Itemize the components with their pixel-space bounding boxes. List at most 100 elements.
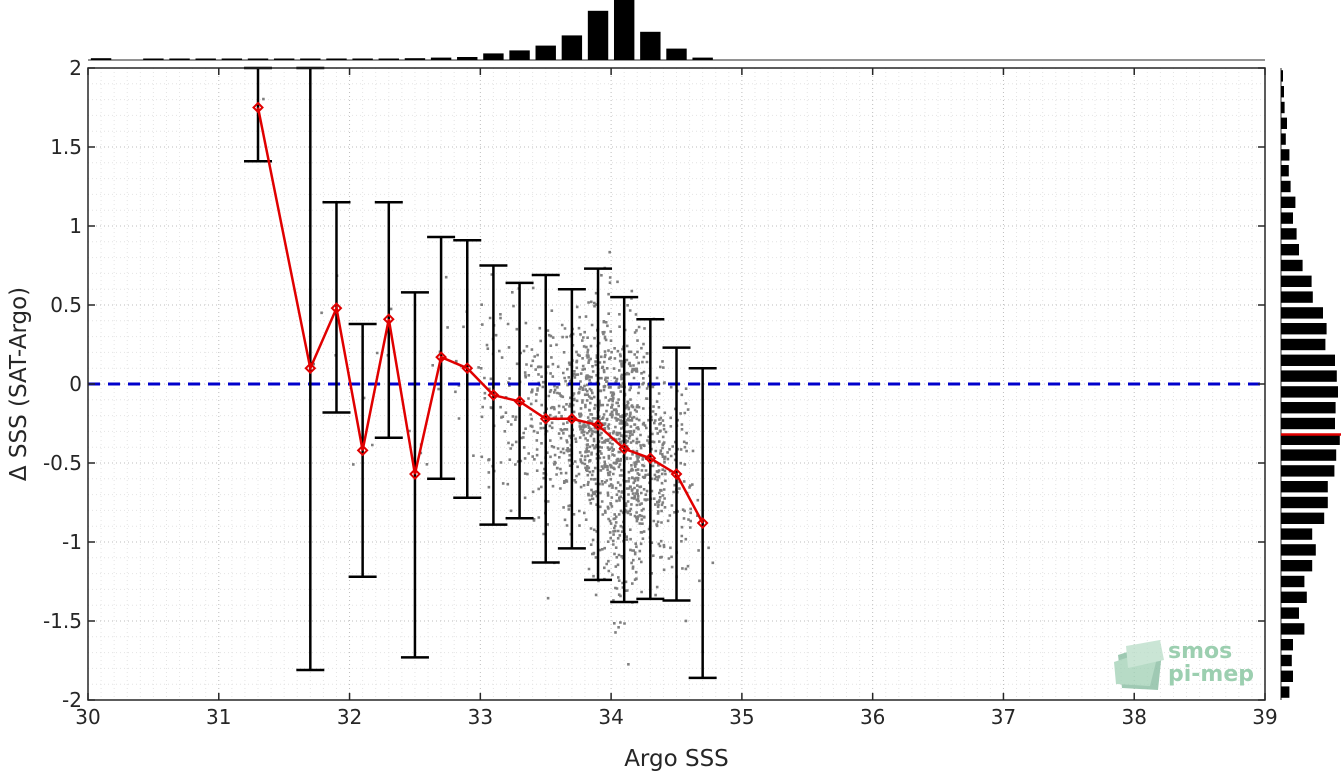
top-histogram-bar: [561, 35, 583, 60]
right-histogram-bar: [1281, 323, 1327, 335]
top-histogram-bar: [247, 58, 269, 60]
mean-point: [565, 412, 578, 425]
right-histogram-bar: [1281, 417, 1335, 430]
mean-point: [487, 389, 500, 401]
mean-point: [461, 362, 474, 375]
x-tick-label: 37: [991, 705, 1016, 729]
mean-point: [513, 395, 526, 408]
right-histogram-bar: [1281, 165, 1289, 177]
top-histogram-bar: [640, 31, 661, 60]
scatter-point-cloud: [262, 97, 715, 666]
y-tick-label: -0.5: [43, 451, 82, 475]
right-histogram-bar: [1281, 544, 1316, 556]
top-histogram-bar: [326, 58, 347, 60]
top-histogram-bar: [378, 58, 399, 60]
binned-mean-series: [252, 101, 709, 529]
top-histogram-bar: [273, 58, 295, 60]
right-histogram-bar: [1281, 433, 1340, 445]
right-histogram-bar: [1281, 86, 1284, 98]
top-histogram-bar: [587, 10, 609, 61]
right-histogram-bar: [1281, 481, 1328, 493]
right-histogram-bar: [1281, 449, 1337, 461]
right-histogram-bar: [1281, 512, 1325, 524]
top-histogram-bar: [300, 58, 321, 60]
right-histogram-bar: [1281, 117, 1287, 129]
mean-point: [382, 313, 395, 326]
top-histogram-bar: [352, 58, 373, 60]
right-histogram-bar: [1281, 70, 1283, 82]
right-histogram-bar: [1281, 133, 1286, 145]
x-tick-label: 33: [468, 705, 493, 729]
right-histogram-bar: [1281, 354, 1335, 366]
right-histogram-bar: [1281, 196, 1296, 208]
top-histogram-bar: [90, 58, 112, 60]
axis-ticks: [87, 67, 1266, 701]
right-histogram-bar: [1281, 101, 1285, 114]
right-histogram-bar: [1281, 180, 1291, 193]
logo-line1: smos: [1168, 639, 1232, 664]
mean-point: [644, 452, 657, 465]
mean-point: [592, 419, 604, 431]
right-histogram-bar: [1281, 607, 1299, 619]
right-histogram-bar: [1281, 338, 1326, 351]
y-tick-label: -1: [62, 530, 82, 554]
top-histogram-bar: [143, 58, 164, 60]
right-histogram-bar: [1281, 275, 1312, 287]
x-tick-label: 31: [206, 705, 231, 729]
smos-pi-mep-logo: smos pi-mep: [1114, 639, 1254, 690]
top-histogram-bar: [666, 48, 687, 60]
x-axis-label: Argo SSS: [624, 746, 729, 772]
right-histogram-bar: [1281, 670, 1293, 682]
y-tick-label: 1.5: [50, 135, 82, 159]
right-histogram-bar: [1281, 291, 1313, 303]
right-histogram-bar: [1281, 307, 1323, 319]
scatter-points: [262, 97, 715, 666]
right-histogram-bar: [1281, 639, 1293, 651]
right-histogram-bar: [1281, 370, 1337, 382]
x-tick-label: 38: [1121, 705, 1146, 729]
right-histogram-bar: [1281, 496, 1328, 509]
y-tick-labels: 2 1.5 1 0.5 0 -0.5 -1 -1.5 -2: [43, 56, 82, 712]
y-tick-label: 0: [69, 372, 82, 396]
top-histogram-bar: [613, 0, 635, 60]
top-histogram-bar: [692, 57, 713, 60]
right-histogram-bar: [1281, 591, 1307, 603]
x-tick-label: 34: [598, 705, 623, 729]
right-histogram-bar: [1281, 575, 1305, 588]
mean-line: [256, 107, 704, 524]
top-histogram-bar: [430, 57, 452, 60]
top-histogram-bar: [483, 53, 504, 60]
right-histogram: [1280, 68, 1341, 700]
x-tick-label: 30: [75, 705, 100, 729]
right-histogram-bar: [1281, 259, 1303, 272]
mean-point: [670, 468, 683, 480]
right-histogram-bar: [1281, 465, 1335, 477]
mean-point: [409, 468, 421, 480]
mean-point: [696, 517, 709, 529]
top-histogram-bar: [195, 58, 216, 60]
top-histogram-bar: [509, 50, 530, 60]
top-histogram-bar: [169, 58, 190, 60]
right-histogram-bar: [1281, 686, 1290, 698]
error-bars: [244, 66, 717, 680]
mean-point: [356, 444, 369, 457]
mean-point: [435, 351, 448, 364]
y-tick-label: -2: [62, 688, 82, 712]
top-histogram-bar: [221, 58, 243, 60]
error-bar: [400, 291, 429, 659]
y-tick-label: 2: [69, 56, 82, 80]
right-histogram-bar: [1281, 149, 1290, 161]
x-tick-label: 36: [860, 705, 885, 729]
right-histogram-bar: [1281, 654, 1292, 667]
mean-point: [618, 442, 631, 455]
x-tick-label: 32: [337, 705, 362, 729]
logo-mark-icon: [1114, 640, 1164, 690]
mean-point: [304, 362, 317, 375]
right-histogram-bar: [1281, 402, 1336, 414]
error-bar: [688, 366, 717, 680]
right-histogram-bar: [1281, 212, 1293, 224]
x-tick-label: 35: [729, 705, 754, 729]
top-histogram-bar: [457, 57, 478, 60]
top-histogram-bar: [535, 45, 556, 60]
